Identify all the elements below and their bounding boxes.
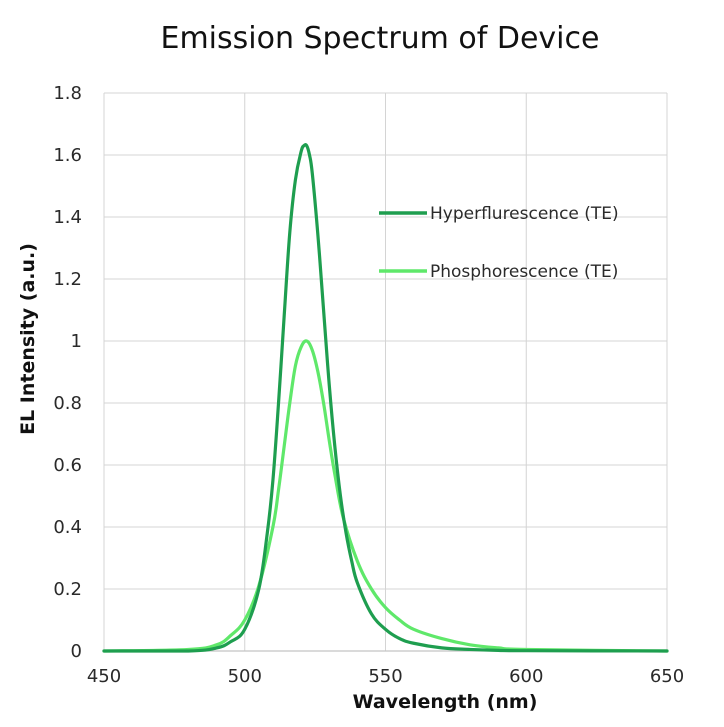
legend-item-phosphorescence: Phosphorescence (TE)	[379, 262, 618, 282]
series-line-hyperfluorescence	[102, 143, 669, 653]
series-line-phosphorescence	[102, 339, 669, 653]
y-axis-label: EL Intensity (a.u.)	[17, 243, 39, 435]
x-tick-label: 500	[228, 666, 262, 687]
y-tick-label: 0.4	[53, 517, 82, 538]
y-tick-label: 0.6	[53, 455, 82, 476]
legend-label-hyperfluorescence: Hyperflurescence (TE)	[430, 204, 619, 224]
legend-item-hyperfluorescence: Hyperflurescence (TE)	[379, 204, 619, 224]
y-tick-label: 1.8	[53, 83, 82, 104]
y-tick-label: 0.2	[53, 579, 82, 600]
y-tick-label: 1.2	[53, 269, 82, 290]
legend: Hyperflurescence (TE) Phosphorescence (T…	[379, 204, 619, 282]
y-tick-label: 1	[71, 331, 82, 352]
grid	[103, 92, 668, 651]
chart-title: Emission Spectrum of Device	[161, 21, 600, 56]
x-axis-label: Wavelength (nm)	[353, 691, 538, 713]
x-tick-label: 550	[368, 666, 402, 687]
x-tick-label: 450	[87, 666, 121, 687]
y-tick-label: 1.4	[53, 207, 82, 228]
legend-label-phosphorescence: Phosphorescence (TE)	[430, 262, 618, 282]
y-tick-label: 1.6	[53, 145, 82, 166]
axes: 0 0.2 0.4 0.6 0.8 1 1.2 1.4 1.6 1.8 450 500 550 600 65…	[53, 83, 684, 687]
x-tick-label: 650	[650, 666, 684, 687]
y-tick-label: 0.8	[53, 393, 82, 414]
y-tick-label: 0	[71, 641, 82, 662]
x-tick-label: 600	[509, 666, 543, 687]
series-lines	[102, 143, 669, 653]
